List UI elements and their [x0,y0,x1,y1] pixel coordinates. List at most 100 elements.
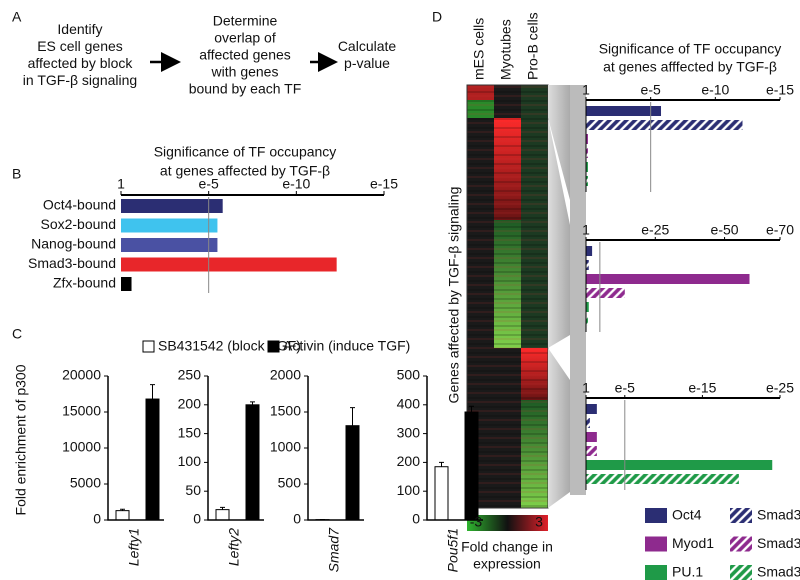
error-bar [220,506,225,510]
error-bar [439,461,444,467]
x-tick-label: e-25 [766,380,794,396]
flow-step-text: Calculate [338,38,397,54]
bar [586,316,588,326]
error-bar [250,401,255,405]
bar [586,474,739,484]
category-label: Oct4-bound [43,197,116,213]
flow-step-text: ES cell genes [37,38,123,54]
error-bar [150,384,155,400]
legend-swatch [730,508,752,523]
bar [586,176,588,186]
bar [586,106,662,116]
bar [586,120,743,130]
category-label: Pou5f1 [445,528,461,572]
legend-swatch [730,536,752,552]
flow-step-text: in TGF-β signaling [23,72,137,88]
panel-label: C [12,326,22,342]
legend-swatch [267,340,280,353]
y-tick-label: 15000 [62,403,101,419]
chart-title: at genes affected by TGF-β [160,163,330,179]
x-tick-label: e-10 [282,176,310,192]
y-tick-label: 5000 [70,475,101,491]
bar [586,460,773,470]
flow-step-text: bound by each TF [189,81,302,97]
legend-swatch [645,508,667,523]
y-tick-label: 0 [293,511,301,527]
bar [586,148,588,158]
legend-swatch [645,565,667,580]
flow-step-text: Identify [57,21,102,37]
error-bar [120,508,125,511]
y-tick-label: 150 [178,424,202,440]
x-tick-label: 1 [117,176,125,192]
bar [121,277,132,291]
legend-label: PU.1 [672,564,703,580]
legend-label: SB431542 (block TGF) [158,338,301,354]
chart-title: Significance of TF occupancy [154,144,337,160]
bar [434,466,449,521]
y-tick-label: 250 [178,367,202,383]
y-tick-label: 1000 [270,439,301,455]
panel-label: B [12,166,21,182]
bar [121,238,218,252]
x-tick-label: e-15 [688,380,716,396]
y-tick-label: 0 [93,511,101,527]
y-tick-label: 500 [278,475,302,491]
error-bar [350,407,355,426]
chart-title: at genes afffected by TGF-β [603,59,777,75]
column-label: mES cells [471,18,487,80]
bar [586,246,593,256]
y-tick-label: 10000 [62,439,101,455]
bar [145,398,160,521]
bar [464,411,479,521]
flow-step-text: affected genes [199,47,291,63]
category-label: Smad3-bound [28,255,116,271]
x-tick-label: e-70 [766,222,794,238]
y-tick-label: 100 [397,482,421,498]
bar [215,509,230,521]
legend-label: Oct4 [672,507,702,523]
x-tick-label: 1 [582,380,590,396]
colorbar-tick-label: -3 [470,514,483,530]
flow-step-text: overlap of [214,30,276,46]
x-tick-label: e-50 [711,222,739,238]
flow-step-text: affected by block [28,55,134,71]
bar [121,257,337,272]
bar [586,288,625,298]
x-tick-label: e-5 [641,82,661,98]
colorbar-label: expression [473,556,541,572]
category-label: Smad7 [326,527,342,573]
connectors [548,85,586,508]
colorbar-label: Fold change in [461,539,553,555]
category-label: Lefty2 [226,528,242,566]
x-tick-label: e-5 [199,176,219,192]
category-label: Sox2-bound [40,216,116,232]
axis [426,376,483,521]
x-tick-label: 1 [582,82,590,98]
bar [586,260,589,270]
x-tick-label: 1 [582,222,590,238]
panel-label: D [432,9,442,25]
bar [245,404,260,521]
y-tick-label: 0 [412,511,420,527]
colorbar [467,515,548,531]
flow-step-text: p-value [344,55,390,71]
legend-swatch [645,536,667,552]
y-tick-label: 200 [178,396,202,412]
panel-label: A [12,9,22,25]
bar [115,510,130,521]
bar [586,302,589,312]
category-label: Nanog-bound [31,236,116,252]
legend-swatch [730,565,752,580]
y-tick-label: 0 [193,511,201,527]
x-tick-label: e-15 [766,82,794,98]
column-label: Myotubes [498,19,514,80]
x-tick-label: e-15 [370,176,398,192]
y-axis-label: Genes affected by TGF-β signaling [446,187,462,404]
bar [586,404,597,414]
y-tick-label: 20000 [62,367,101,383]
bar [586,446,597,456]
legend-label: Myod1 [672,535,714,551]
bar [586,274,750,284]
